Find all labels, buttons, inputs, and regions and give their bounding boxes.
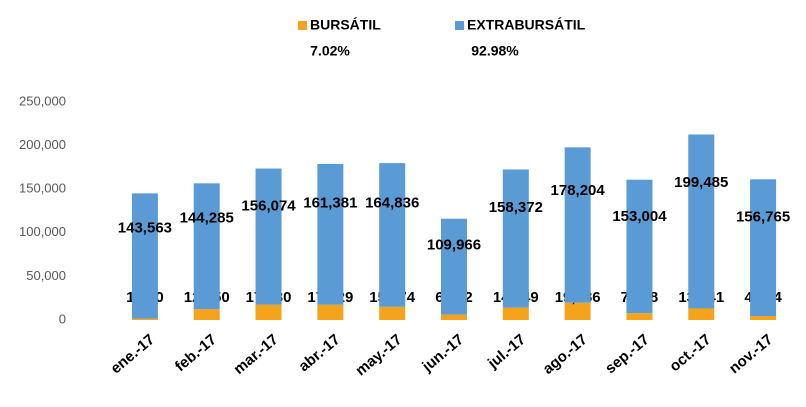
value-label: 156,765 bbox=[736, 209, 790, 226]
value-label: 153,004 bbox=[612, 208, 667, 225]
x-tick-label: oct.-17 bbox=[666, 331, 714, 375]
legend-swatch bbox=[298, 21, 307, 30]
legend-share: 7.02% bbox=[310, 43, 350, 59]
value-label: 161,381 bbox=[303, 194, 357, 211]
bar-segment bbox=[193, 183, 220, 310]
bar-segment bbox=[255, 304, 282, 320]
bar-segment bbox=[379, 306, 406, 320]
bar-segment bbox=[564, 147, 591, 303]
bar-segment bbox=[688, 134, 715, 309]
value-label: 199,485 bbox=[674, 174, 728, 191]
value-label: 143,563 bbox=[118, 219, 172, 236]
bar-segment bbox=[502, 169, 529, 308]
value-label: 178,204 bbox=[551, 182, 606, 199]
y-tick-label: 150,000 bbox=[19, 181, 66, 196]
bar-segment bbox=[317, 163, 344, 305]
bar-segment bbox=[564, 302, 591, 320]
x-tick-label: jul.-17 bbox=[484, 331, 529, 373]
bar-segment bbox=[626, 179, 653, 314]
bar-segment bbox=[441, 218, 467, 315]
bar-segment bbox=[750, 316, 777, 320]
x-tick-label: may.-17 bbox=[352, 331, 405, 379]
bar-segment bbox=[379, 163, 406, 307]
y-tick-label: 250,000 bbox=[19, 93, 66, 108]
bar-segment bbox=[502, 307, 529, 320]
value-label: 109,966 bbox=[427, 237, 481, 254]
value-label: 144,285 bbox=[180, 210, 234, 227]
bar-segment bbox=[750, 179, 777, 317]
x-tick-label: sep.-17 bbox=[602, 331, 653, 377]
y-tick-label: 200,000 bbox=[19, 137, 66, 152]
bar-segment bbox=[688, 308, 715, 320]
x-tick-label: nov.-17 bbox=[726, 331, 776, 377]
legend-swatch bbox=[455, 21, 464, 30]
y-tick-label: 100,000 bbox=[19, 224, 66, 239]
y-tick-label: 0 bbox=[59, 311, 66, 326]
bar-segment bbox=[317, 304, 344, 320]
value-label: 158,372 bbox=[489, 199, 543, 216]
bar-segment bbox=[193, 309, 220, 320]
x-tick-label: feb.-17 bbox=[172, 331, 220, 375]
bar-segment bbox=[131, 193, 158, 319]
legend-share: 92.98% bbox=[471, 43, 519, 59]
value-label: 164,836 bbox=[365, 194, 419, 211]
x-tick-label: ene.-17 bbox=[107, 331, 158, 377]
value-label: 156,074 bbox=[241, 198, 296, 215]
legend-label: EXTRABURSÁTIL bbox=[467, 17, 586, 33]
x-tick-label: mar.-17 bbox=[230, 331, 281, 378]
bar-segment bbox=[441, 314, 467, 320]
x-tick-label: jun.-17 bbox=[418, 331, 467, 376]
bar-segment bbox=[626, 313, 653, 320]
y-tick-label: 50,000 bbox=[26, 268, 66, 283]
bar-segment bbox=[255, 168, 282, 305]
x-tick-label: abr.-17 bbox=[296, 331, 344, 375]
x-tick-label: ago.-17 bbox=[540, 331, 591, 378]
legend-label: BURSÁTIL bbox=[310, 17, 381, 33]
bar-segment bbox=[131, 318, 158, 320]
